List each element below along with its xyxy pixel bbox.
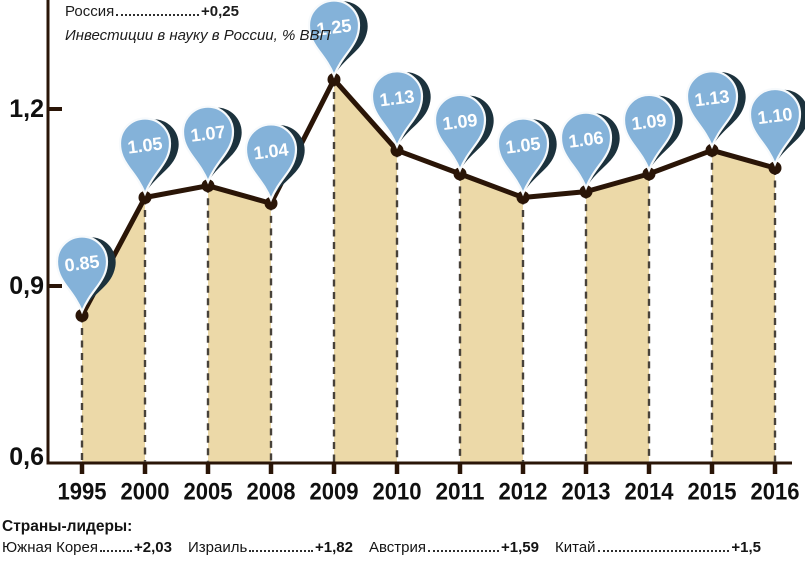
balloon-pin-icon bbox=[181, 105, 235, 185]
balloon-value-label: 1.04 bbox=[252, 139, 289, 163]
balloon-pin-icon bbox=[559, 111, 613, 191]
balloon-value-label: 0.85 bbox=[63, 251, 100, 275]
legend-country-value: +0,25 bbox=[201, 3, 239, 20]
balloon-pin-icon bbox=[433, 93, 487, 173]
balloon-pin-icon bbox=[244, 123, 298, 203]
chart-legend: Россия +0,25 Инвестиции в науку в России… bbox=[65, 3, 365, 44]
x-tick-label: 2010 bbox=[373, 479, 422, 506]
balloon-value-label: 1.25 bbox=[315, 15, 352, 39]
leaders-footer: Страны-лидеры: Южная Корея +2,03 Израиль +1… bbox=[2, 518, 802, 557]
value-balloon: 1.25 bbox=[307, 0, 368, 79]
data-point bbox=[453, 167, 467, 181]
shaded-band bbox=[82, 197, 145, 463]
legend-country-label: Россия bbox=[65, 3, 115, 20]
balloon-pin-icon bbox=[370, 70, 424, 150]
value-balloon: 1.05 bbox=[496, 117, 557, 197]
shaded-band bbox=[586, 173, 649, 463]
leader-country: Израиль bbox=[188, 539, 248, 556]
data-point bbox=[642, 167, 656, 181]
value-balloon: 1.09 bbox=[622, 93, 683, 173]
balloon-pin-icon bbox=[685, 70, 739, 150]
shaded-band bbox=[712, 150, 775, 464]
x-tick-label: 2011 bbox=[436, 479, 485, 506]
leader-dots bbox=[100, 550, 133, 552]
leader-dots bbox=[597, 550, 730, 552]
shaded-band bbox=[334, 79, 397, 463]
balloon-value-label: 1.13 bbox=[693, 86, 730, 110]
balloon-pin-icon bbox=[622, 93, 676, 173]
y-tick-label: 1,2 bbox=[9, 95, 44, 123]
value-balloon: 1.04 bbox=[244, 123, 305, 203]
balloon-pin-icon bbox=[496, 117, 550, 197]
value-balloon: 1.06 bbox=[559, 111, 620, 191]
x-tick-label: 2015 bbox=[688, 479, 737, 506]
value-balloon: 0.85 bbox=[55, 235, 116, 315]
value-balloon: 1.07 bbox=[181, 105, 242, 185]
balloon-value-label: 1.07 bbox=[189, 122, 226, 146]
value-balloon: 1.13 bbox=[370, 70, 431, 150]
data-point bbox=[390, 143, 404, 157]
chart-subtitle: Инвестиции в науку в России, % ВВП bbox=[65, 27, 331, 44]
value-balloon: 1.13 bbox=[685, 70, 746, 150]
leader-item: Южная Корея +2,03 bbox=[2, 539, 172, 557]
leader-item: Китай +1,5 bbox=[555, 539, 761, 557]
x-tick-label: 2005 bbox=[184, 479, 233, 506]
y-tick-label: 0,9 bbox=[9, 272, 44, 300]
legend-leader-dots bbox=[116, 14, 200, 16]
balloon-value-label: 1.09 bbox=[630, 110, 667, 134]
value-balloon: 1.05 bbox=[118, 117, 179, 197]
leader-country: Австрия bbox=[369, 539, 427, 556]
data-line bbox=[79, 77, 778, 318]
y-tick-label: 0,6 bbox=[9, 443, 44, 471]
data-point bbox=[768, 161, 782, 175]
leader-value: +1,5 bbox=[731, 539, 761, 556]
x-tick-label: 2000 bbox=[121, 479, 170, 506]
leader-dots bbox=[249, 550, 314, 552]
data-point bbox=[705, 143, 719, 157]
x-tick-label: 2012 bbox=[499, 479, 548, 506]
balloon-pin-icon bbox=[307, 0, 361, 79]
shaded-band bbox=[208, 185, 271, 463]
balloon-value-label: 1.09 bbox=[441, 110, 478, 134]
leader-item: Израиль +1,82 bbox=[188, 539, 353, 557]
x-tick-label: 2014 bbox=[625, 479, 675, 506]
balloon-value-label: 1.05 bbox=[504, 133, 541, 157]
balloon-value-label: 1.10 bbox=[756, 104, 793, 128]
value-balloon: 1.09 bbox=[433, 93, 494, 173]
leader-value: +1,59 bbox=[501, 539, 539, 556]
leader-value: +1,82 bbox=[315, 539, 353, 556]
data-point bbox=[138, 191, 152, 204]
data-point bbox=[327, 73, 341, 86]
leader-country: Китай bbox=[555, 539, 596, 556]
legend-row: Россия +0,25 bbox=[65, 3, 239, 21]
shaded-band bbox=[460, 173, 523, 463]
data-point bbox=[201, 179, 215, 193]
data-point bbox=[264, 196, 278, 210]
balloon-value-label: 1.05 bbox=[126, 133, 163, 157]
leader-dots bbox=[428, 550, 500, 552]
value-balloon: 1.10 bbox=[748, 87, 805, 167]
data-point bbox=[75, 309, 89, 322]
balloon-pin-icon bbox=[118, 117, 172, 197]
balloon-value-label: 1.13 bbox=[378, 86, 415, 110]
data-point bbox=[579, 185, 593, 199]
balloon-value-label: 1.06 bbox=[567, 128, 604, 152]
x-tick-label: 2013 bbox=[562, 479, 611, 506]
leader-value: +2,03 bbox=[134, 539, 172, 556]
x-tick-label: 2016 bbox=[751, 479, 800, 506]
leader-item: Австрия +1,59 bbox=[369, 539, 539, 557]
balloon-pin-icon bbox=[748, 87, 802, 167]
leaders-list: Южная Корея +2,03 Израиль +1,82 Австрия +1,59… bbox=[2, 539, 802, 557]
balloon-pin-icon bbox=[55, 235, 109, 315]
data-point bbox=[516, 191, 530, 204]
leaders-title: Страны-лидеры: bbox=[2, 518, 133, 535]
leader-country: Южная Корея bbox=[2, 539, 98, 556]
x-tick-label: 2009 bbox=[310, 479, 359, 506]
x-tick-label: 2008 bbox=[247, 479, 296, 506]
x-tick-label: 1995 bbox=[58, 479, 107, 506]
